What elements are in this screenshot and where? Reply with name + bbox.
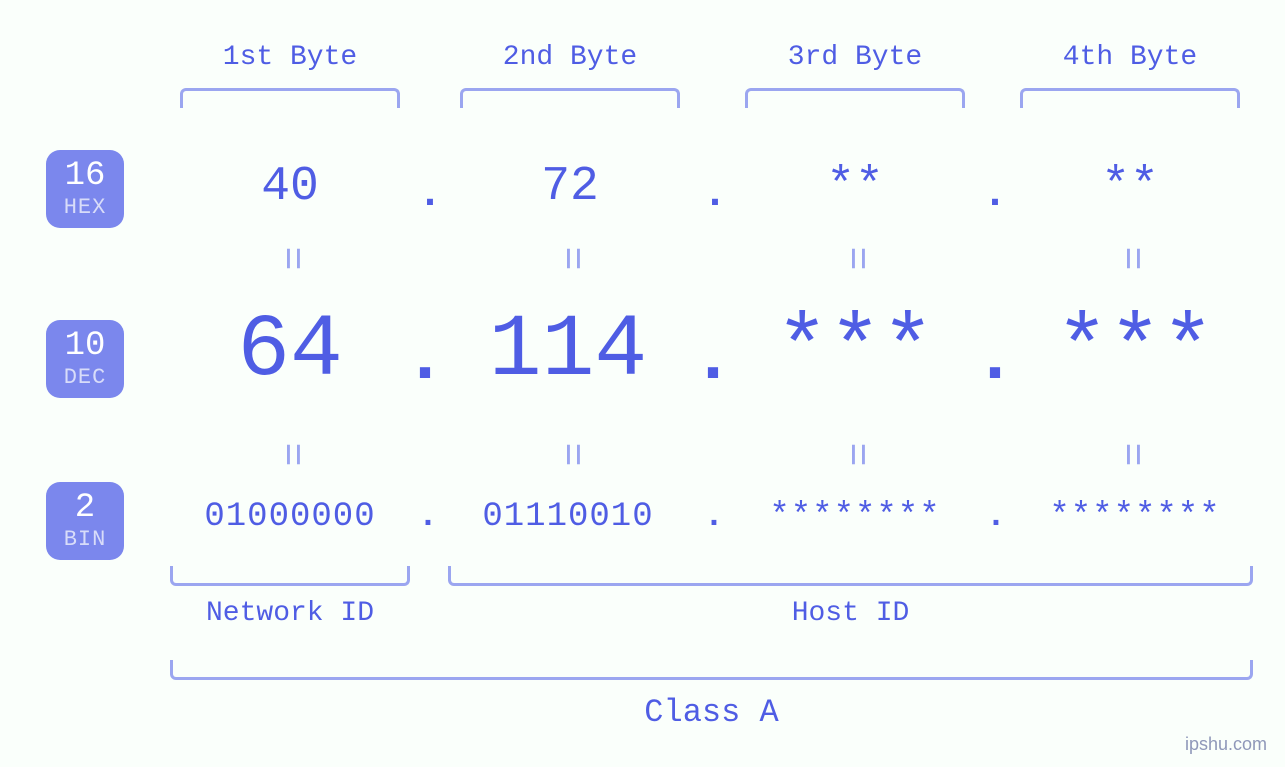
hex-byte-1: 40 (180, 160, 400, 214)
byte-label-4: 4th Byte (1020, 42, 1240, 73)
dec-byte-2: 114 (448, 302, 688, 401)
bin-byte-2: 01110010 (448, 498, 688, 536)
bin-dot-1: . (408, 498, 448, 536)
badge-hex-num: 16 (65, 159, 106, 195)
hex-dot-1: . (400, 170, 460, 218)
ip-diagram: 1st Byte 2nd Byte 3rd Byte 4th Byte 16 H… (0, 0, 1285, 767)
badge-hex-lbl: HEX (64, 196, 107, 219)
bin-byte-4: ******** (1015, 498, 1255, 536)
eq-hex-dec-2: = (548, 239, 593, 279)
badge-bin-lbl: BIN (64, 528, 107, 551)
eq-hex-dec-3: = (833, 239, 878, 279)
eq-hex-dec-1: = (268, 239, 313, 279)
network-id-bracket (170, 566, 410, 586)
dec-dot-1: . (400, 318, 450, 400)
top-bracket-2 (460, 88, 680, 108)
eq-hex-dec-4: = (1108, 239, 1153, 279)
bin-dot-2: . (694, 498, 734, 536)
hex-byte-4: ** (1020, 160, 1240, 214)
network-id-label: Network ID (170, 598, 410, 629)
top-bracket-4 (1020, 88, 1240, 108)
host-id-label: Host ID (448, 598, 1253, 629)
byte-label-2: 2nd Byte (460, 42, 680, 73)
class-label: Class A (170, 694, 1253, 731)
host-id-bracket (448, 566, 1253, 586)
top-bracket-3 (745, 88, 965, 108)
eq-dec-bin-1: = (268, 435, 313, 475)
badge-hex: 16 HEX (46, 150, 124, 228)
bin-byte-3: ******** (735, 498, 975, 536)
eq-dec-bin-2: = (548, 435, 593, 475)
bin-dot-3: . (976, 498, 1016, 536)
badge-bin-num: 2 (75, 491, 95, 527)
dec-byte-1: 64 (170, 302, 410, 401)
dec-byte-4: *** (1015, 302, 1255, 401)
dec-byte-3: *** (735, 302, 975, 401)
badge-dec: 10 DEC (46, 320, 124, 398)
byte-label-3: 3rd Byte (745, 42, 965, 73)
hex-byte-2: 72 (460, 160, 680, 214)
hex-byte-3: ** (745, 160, 965, 214)
bin-byte-1: 01000000 (170, 498, 410, 536)
hex-dot-3: . (965, 170, 1025, 218)
badge-dec-lbl: DEC (64, 366, 107, 389)
watermark: ipshu.com (1185, 734, 1267, 755)
eq-dec-bin-3: = (833, 435, 878, 475)
badge-bin: 2 BIN (46, 482, 124, 560)
dec-dot-2: . (688, 318, 738, 400)
eq-dec-bin-4: = (1108, 435, 1153, 475)
class-bracket (170, 660, 1253, 680)
byte-label-1: 1st Byte (180, 42, 400, 73)
badge-dec-num: 10 (65, 329, 106, 365)
hex-dot-2: . (685, 170, 745, 218)
dec-dot-3: . (970, 318, 1020, 400)
top-bracket-1 (180, 88, 400, 108)
